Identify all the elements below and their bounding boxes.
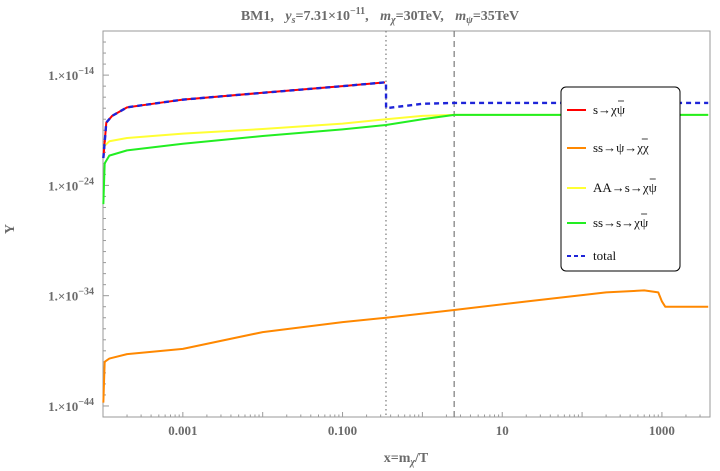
legend-label-2: AA→s→χψ [593, 180, 657, 195]
y-axis-label: Y [3, 224, 18, 234]
legend-box [560, 86, 681, 272]
legend-label-3: ss→s→χψ [593, 215, 648, 230]
x-axis-label: x=mχ/T [384, 451, 429, 468]
series-line-2 [102, 113, 709, 148]
legend-label-4: total [593, 248, 616, 263]
series-line-0 [102, 81, 386, 159]
x-tick-label: 0.001 [168, 423, 197, 438]
y-tick-label: 1.×10−34 [48, 287, 94, 304]
series-line-3 [102, 113, 709, 205]
y-tick-label: 1.×10−14 [48, 66, 94, 83]
reference-lines [385, 31, 455, 417]
plot-frame [102, 30, 711, 418]
y-tick-label: 1.×10−44 [48, 397, 94, 414]
series-line-1 [102, 289, 709, 403]
legend-label-1: ss→ψ→χχ [593, 140, 649, 155]
x-tick-label: 0.100 [328, 423, 357, 438]
y-tick-label: 1.×10−24 [48, 176, 94, 193]
x-tick-label: 10 [496, 423, 509, 438]
x-tick-label: 1000 [649, 423, 675, 438]
legend: s→χψ ss→ψ→χχ AA→s→χψ ss→s→χψ total [560, 86, 681, 272]
series-curves [102, 81, 709, 403]
series-line-4 [102, 81, 709, 159]
axis-ticks: 0.001 0.100 10 1000 1.×10−14 1.×10−24 1.×10−34… [48, 30, 711, 438]
chart-title: BM1, ys=7.31×10−11, mχ=30TeV, mψ=35TeV [241, 6, 519, 26]
legend-label-0: s→χψ [593, 102, 625, 117]
